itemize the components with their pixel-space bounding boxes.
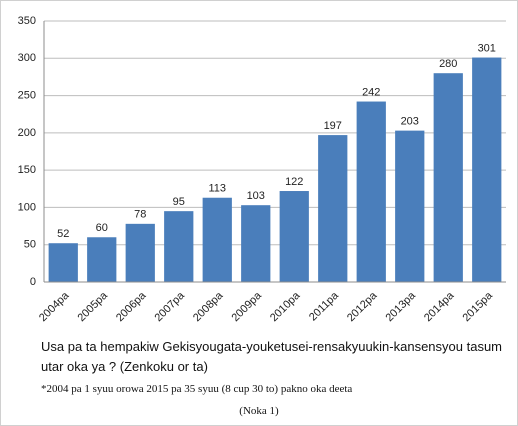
- data-label: 242: [362, 86, 380, 98]
- data-label: 95: [173, 196, 185, 208]
- bar: [241, 205, 271, 282]
- bar: [356, 101, 386, 282]
- bar: [164, 211, 194, 282]
- x-tick-label: 2009pa: [229, 289, 264, 324]
- y-tick-label: 350: [18, 15, 36, 27]
- bar: [87, 237, 117, 282]
- y-tick-label: 250: [18, 89, 36, 101]
- data-label: 103: [247, 190, 265, 202]
- data-label: 203: [401, 116, 419, 128]
- bar: [125, 223, 155, 282]
- y-tick-label: 300: [18, 52, 36, 64]
- y-tick-label: 150: [18, 164, 36, 176]
- x-tick-label: 2014pa: [422, 289, 457, 324]
- x-tick-label: 2013pa: [383, 289, 418, 324]
- y-tick-label: 0: [30, 276, 36, 288]
- x-tick-label: 2015pa: [460, 289, 495, 324]
- x-tick-label: 2004pa: [37, 289, 72, 324]
- bar: [433, 73, 463, 282]
- y-tick-label: 50: [24, 239, 36, 251]
- caption: Usa pa ta hempakiw Gekisyougata-youketus…: [41, 339, 503, 374]
- y-tick-label: 200: [18, 127, 36, 139]
- data-label: 122: [285, 176, 303, 188]
- x-tick-label: 2006pa: [114, 289, 149, 324]
- data-label: 301: [478, 42, 496, 54]
- y-tick-label: 100: [18, 201, 36, 213]
- x-tick-label: 2012pa: [345, 289, 380, 324]
- bar: [472, 57, 502, 282]
- source: (Noka 1): [239, 405, 279, 417]
- chart: 0 50 100 150 200 250 300 350 2004pa 52 2005pa 60 200…: [18, 15, 506, 324]
- bar: [202, 197, 232, 282]
- data-label: 78: [134, 209, 146, 221]
- data-label: 280: [439, 58, 457, 70]
- x-tick-label: 2011pa: [307, 289, 341, 323]
- bar: [318, 135, 348, 282]
- note: *2004 pa 1 syuu orowa 2015 pa 35 syuu (8…: [41, 383, 353, 395]
- x-tick-label: 2005pa: [75, 289, 110, 324]
- x-tick-label: 2007pa: [152, 289, 187, 324]
- data-label: 60: [96, 222, 108, 234]
- bar: [279, 191, 309, 282]
- data-label: 197: [324, 120, 342, 132]
- bar: [48, 243, 78, 282]
- bar: [395, 130, 425, 282]
- data-label: 113: [208, 183, 226, 195]
- x-tick-label: 2008pa: [191, 289, 226, 324]
- data-label: 52: [57, 228, 69, 240]
- x-tick-label: 2010pa: [268, 289, 303, 324]
